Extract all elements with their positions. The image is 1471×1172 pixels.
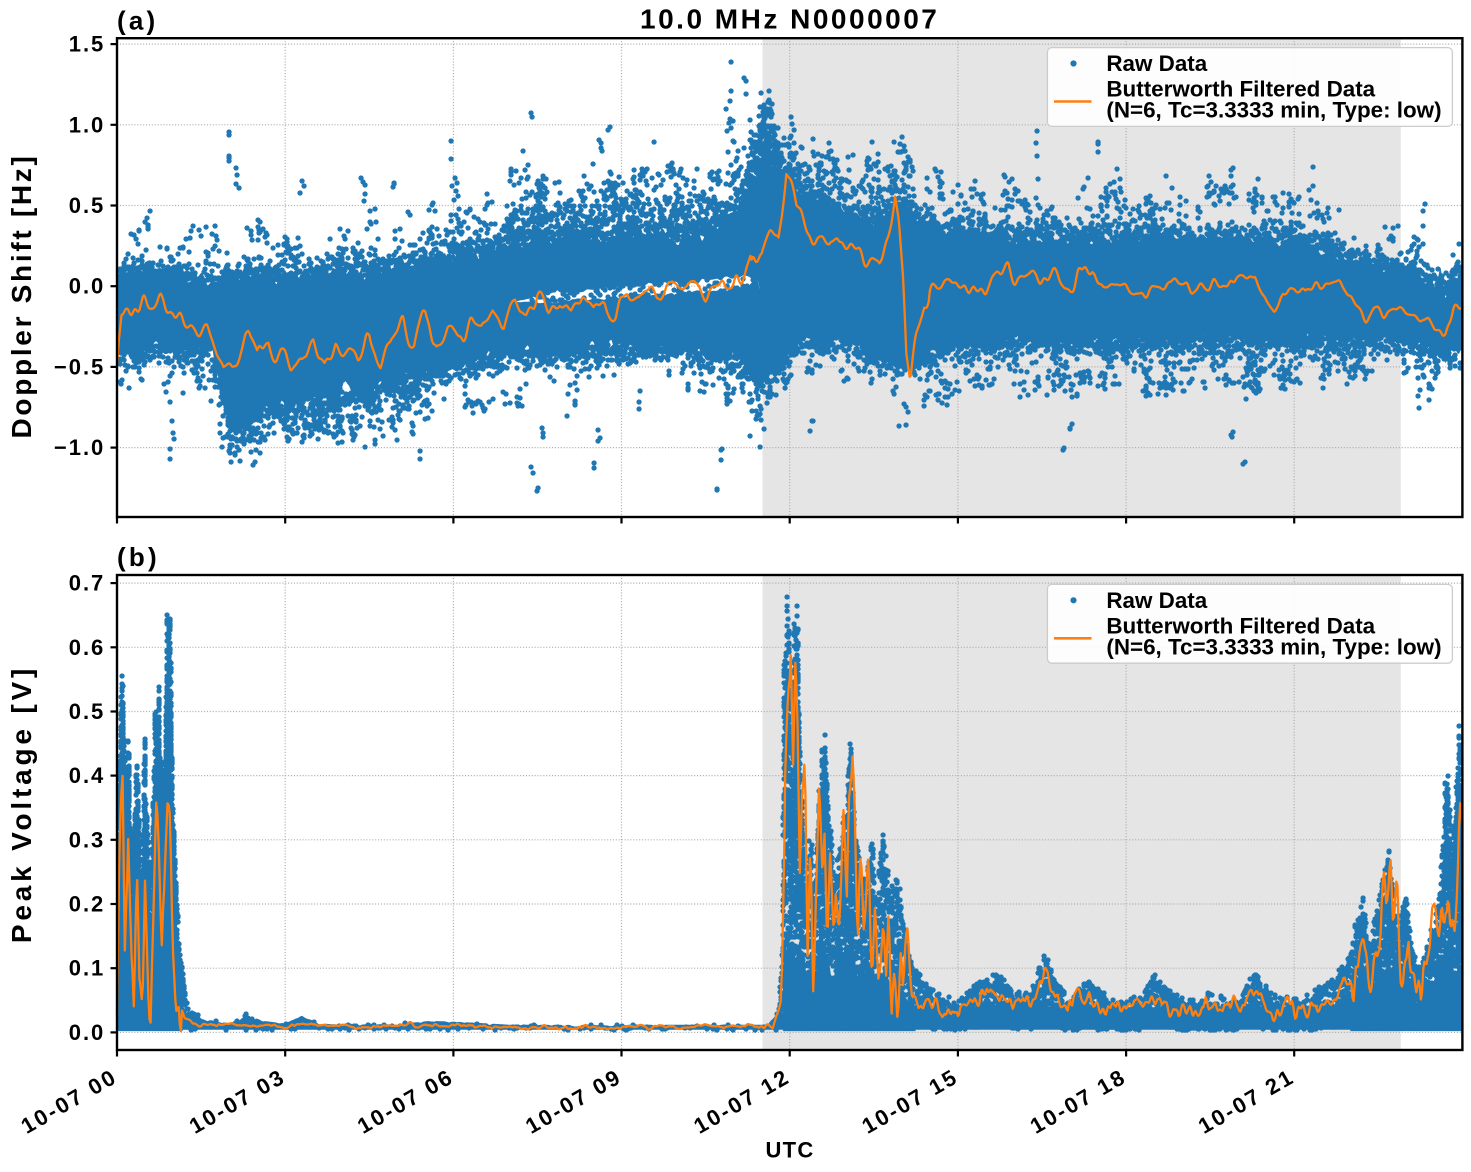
svg-text:10.0 MHz N0000007: 10.0 MHz N0000007	[640, 4, 939, 35]
svg-text:0.4: 0.4	[69, 763, 106, 788]
svg-text:0.0: 0.0	[69, 1020, 106, 1045]
svg-text:Butterworth Filtered Data: Butterworth Filtered Data	[1106, 613, 1375, 638]
svg-text:0.5: 0.5	[69, 193, 106, 218]
svg-text:(b): (b)	[117, 542, 160, 572]
svg-text:Raw Data: Raw Data	[1106, 51, 1207, 76]
svg-text:0.0: 0.0	[69, 274, 106, 299]
svg-text:0.2: 0.2	[69, 892, 106, 917]
svg-text:(a): (a)	[117, 5, 158, 35]
svg-text:−0.5: −0.5	[54, 354, 105, 379]
svg-text:Raw Data: Raw Data	[1106, 588, 1207, 613]
svg-text:1.0: 1.0	[69, 112, 106, 137]
svg-text:Doppler Shift [Hz]: Doppler Shift [Hz]	[6, 153, 37, 438]
svg-text:Butterworth Filtered Data: Butterworth Filtered Data	[1106, 77, 1375, 102]
svg-text:0.5: 0.5	[69, 699, 106, 724]
svg-text:−1.0: −1.0	[54, 435, 105, 460]
svg-text:0.1: 0.1	[69, 956, 106, 981]
svg-text:0.7: 0.7	[69, 571, 106, 596]
svg-text:UTC: UTC	[765, 1138, 814, 1163]
svg-text:(N=6, Tc=3.3333 min, Type: low: (N=6, Tc=3.3333 min, Type: low)	[1106, 98, 1441, 123]
svg-text:1.5: 1.5	[69, 32, 106, 57]
svg-text:0.3: 0.3	[69, 827, 106, 852]
svg-text:0.6: 0.6	[69, 635, 106, 660]
svg-text:(N=6, Tc=3.3333 min, Type: low: (N=6, Tc=3.3333 min, Type: low)	[1106, 634, 1441, 659]
svg-text:Peak Voltage [V]: Peak Voltage [V]	[6, 665, 37, 943]
